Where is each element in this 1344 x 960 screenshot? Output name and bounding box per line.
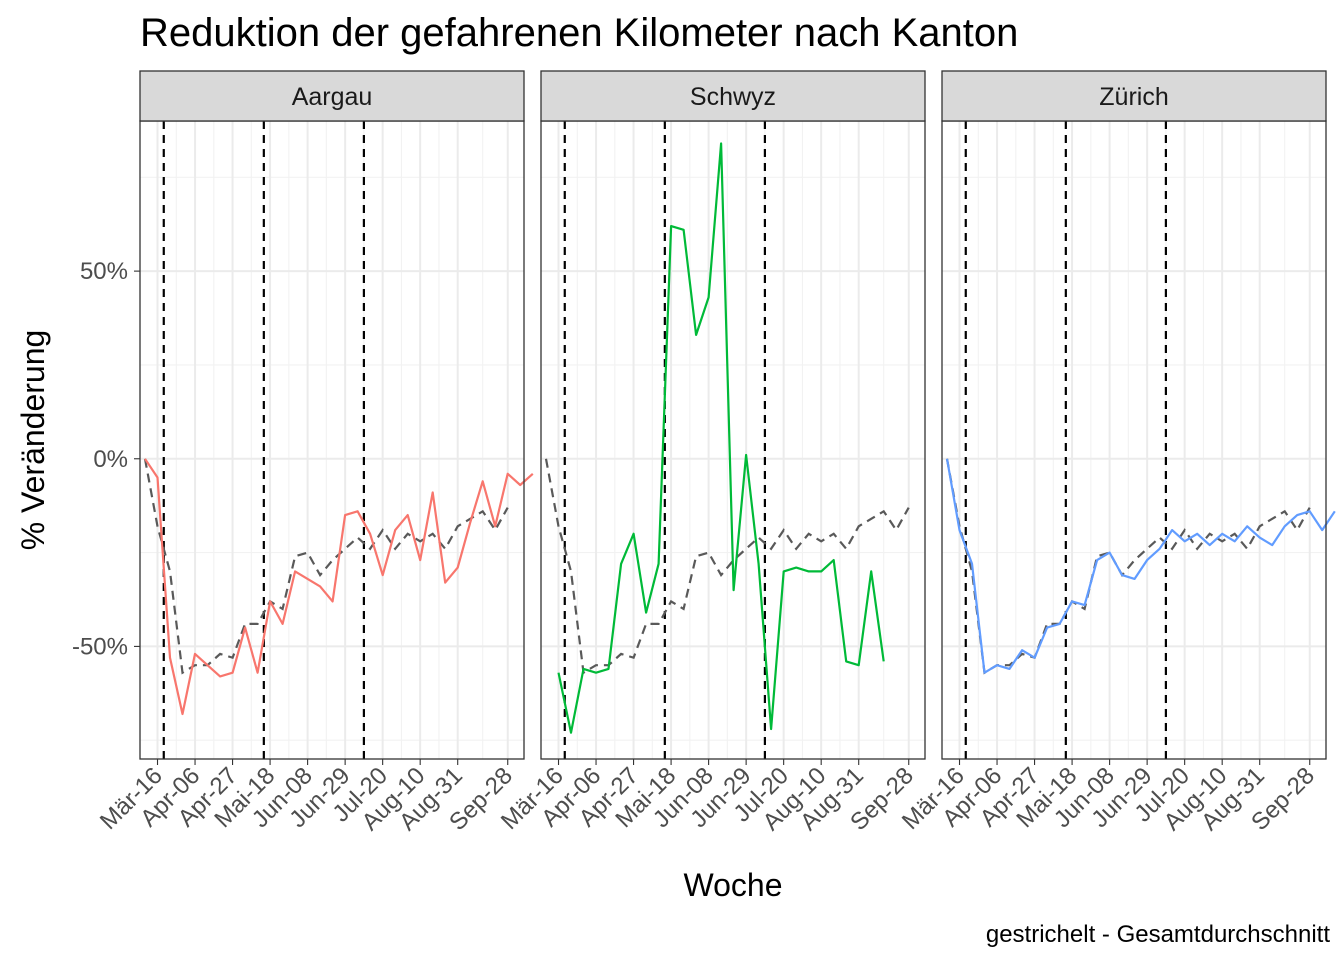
average-line [544,458,910,675]
y-tick-label: 50% [80,258,128,285]
average-line [143,458,509,675]
y-tick-label: -50% [72,633,128,660]
panel-background [541,121,925,759]
panel-background [140,121,524,759]
caption: gestrichelt - Gesamtdurchschnitt [986,921,1330,948]
series-line [144,458,534,716]
facet-aargau: AargauMär-16Apr-06Apr-27Mai-18Jun-08Jun-… [95,70,534,836]
x-axis-title: Woche [683,867,782,903]
facet-strip [139,70,525,122]
y-tick-label: 0% [93,446,128,473]
y-axis-title: % Veränderung [15,330,51,551]
facet-schwyz: SchwyzMär-16Apr-06Apr-27Mai-18Jun-08Jun-… [496,70,926,836]
y-axis: 50% 0% -50% [72,258,140,660]
facet-panels: AargauMär-16Apr-06Apr-27Mai-18Jun-08Jun-… [95,70,1336,836]
facet-strip [941,70,1327,122]
facet-zrich: ZürichMär-16Apr-06Apr-27Mai-18Jun-08Jun-… [897,70,1336,836]
facet-strip-label: Zürich [1099,83,1168,111]
panel-background [942,121,1326,759]
series-line [945,458,1336,674]
facet-strip [540,70,926,122]
average-line [945,458,1311,675]
facet-strip-label: Schwyz [690,83,776,111]
series-line [557,142,885,734]
chart-title: Reduktion der gefahrenen Kilometer nach … [140,11,1018,55]
facet-strip-label: Aargau [292,83,373,111]
